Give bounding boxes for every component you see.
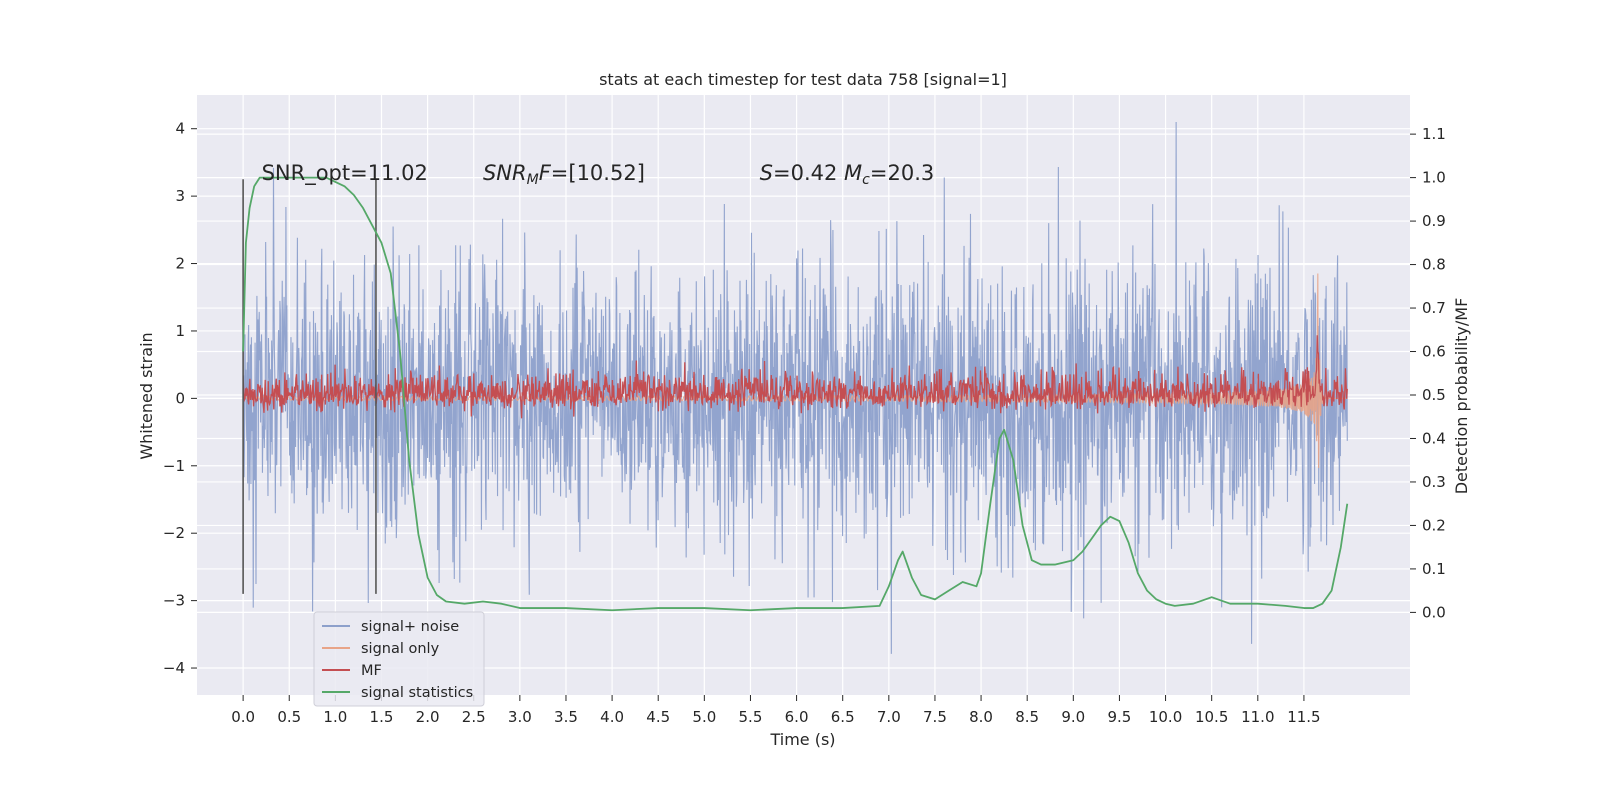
y-ticks-right: 1.1 1.0 0.9 0.8 0.7 0.6 0.5 0.4 0.3 0.2 0.1 0.0 bbox=[1410, 125, 1446, 621]
y-tick-label-right: 0.0 bbox=[1422, 603, 1446, 621]
y-tick-label-left: 2 bbox=[175, 255, 185, 273]
y-tick-label-right: 0.2 bbox=[1422, 516, 1446, 534]
x-tick-label: 4.5 bbox=[646, 708, 670, 726]
legend-label: signal statistics bbox=[361, 685, 473, 701]
annotation-text: SNRMF=[10.52] bbox=[483, 161, 645, 188]
vlines bbox=[242, 179, 377, 594]
chart-title: stats at each timestep for test data 758… bbox=[599, 70, 1007, 89]
x-tick-label: 6.5 bbox=[831, 708, 855, 726]
x-tick-label: 0.5 bbox=[277, 708, 301, 726]
y-tick-label-left: −2 bbox=[163, 524, 185, 542]
y-tick-label-right: 0.3 bbox=[1422, 473, 1446, 491]
x-tick-label: 6.0 bbox=[785, 708, 809, 726]
x-tick-label: 9.5 bbox=[1108, 708, 1132, 726]
x-tick-label: 3.5 bbox=[554, 708, 578, 726]
y-axis-label-right: Detection probability/MF bbox=[1452, 298, 1471, 495]
x-tick-label: 3.0 bbox=[508, 708, 532, 726]
x-tick-label: 2.0 bbox=[416, 708, 440, 726]
x-tick-label: 7.0 bbox=[877, 708, 901, 726]
x-tick-label: 8.5 bbox=[1015, 708, 1039, 726]
annotation-text: SNR_opt=11.02 bbox=[262, 161, 428, 186]
y-tick-label-left: −3 bbox=[163, 592, 185, 610]
x-tick-label: 2.5 bbox=[462, 708, 486, 726]
y-axis-label-left: Whitened strain bbox=[137, 332, 156, 459]
legend: signal+ noise signal only MF signal statist… bbox=[313, 611, 485, 707]
x-tick-label: 10.5 bbox=[1195, 708, 1228, 726]
mf-line bbox=[242, 335, 1348, 419]
y-tick-label-right: 0.7 bbox=[1422, 299, 1446, 317]
y-tick-label-right: 0.5 bbox=[1422, 386, 1446, 404]
mf-series bbox=[242, 335, 1348, 419]
x-tick-label: 5.5 bbox=[739, 708, 763, 726]
y-tick-label-right: 1.1 bbox=[1422, 125, 1446, 143]
stat-series bbox=[242, 176, 1349, 612]
legend-label: signal only bbox=[361, 641, 440, 657]
legend-label: MF bbox=[361, 663, 382, 679]
x-tick-label: 11.0 bbox=[1241, 708, 1274, 726]
y-tick-label-left: 0 bbox=[175, 389, 185, 407]
y-tick-label-right: 0.9 bbox=[1422, 212, 1446, 230]
x-tick-label: 8.0 bbox=[969, 708, 993, 726]
y-tick-label-left: −1 bbox=[163, 457, 185, 475]
y-tick-label-right: 1.0 bbox=[1422, 169, 1446, 187]
x-tick-label: 7.5 bbox=[923, 708, 947, 726]
x-tick-label: 5.0 bbox=[692, 708, 716, 726]
x-tick-label: 0.0 bbox=[231, 708, 255, 726]
legend-box bbox=[313, 611, 485, 707]
legend-label: signal+ noise bbox=[361, 619, 459, 635]
annotations: SNR_opt=11.02 SNRMF=[10.52] S=0.42 Mc=20.3 bbox=[262, 161, 935, 188]
y-ticks-left: 4 3 2 1 0 −1 −2 −3 −4 bbox=[163, 120, 197, 677]
x-tick-label: 1.5 bbox=[370, 708, 394, 726]
x-ticks: 0.0 0.5 1.0 1.5 2.0 2.5 3.0 3.5 4.0 4.5 5.0 5.5 6.0 6… bbox=[231, 695, 1321, 726]
y-tick-label-left: 3 bbox=[175, 187, 185, 205]
x-axis-label: Time (s) bbox=[769, 730, 835, 749]
y-tick-label-right: 0.6 bbox=[1422, 343, 1446, 361]
x-tick-label: 1.0 bbox=[323, 708, 347, 726]
y-tick-label-right: 0.8 bbox=[1422, 256, 1446, 274]
x-tick-label: 10.0 bbox=[1149, 708, 1182, 726]
y-tick-label-left: 1 bbox=[175, 322, 185, 340]
x-tick-label: 11.5 bbox=[1287, 708, 1320, 726]
x-tick-label: 9.0 bbox=[1061, 708, 1085, 726]
y-tick-label-right: 0.4 bbox=[1422, 429, 1446, 447]
annotation-text: S=0.42 Mc=20.3 bbox=[760, 161, 935, 188]
signal-statistics-line bbox=[242, 176, 1349, 612]
y-tick-label-left: 4 bbox=[175, 120, 185, 138]
y-tick-label-right: 0.1 bbox=[1422, 560, 1446, 578]
x-tick-label: 4.0 bbox=[600, 708, 624, 726]
y-tick-label-left: −4 bbox=[163, 659, 185, 677]
